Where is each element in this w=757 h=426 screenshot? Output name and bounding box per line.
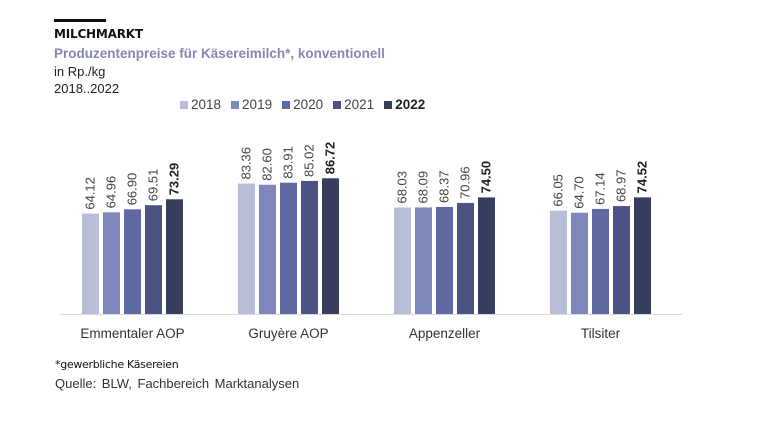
chart-title: Produzentenpreise für Käsereimilch*, kon… xyxy=(54,46,385,61)
data-label: 68.97 xyxy=(614,170,629,203)
data-label: 74.52 xyxy=(635,161,650,194)
legend: 2018 2019 2020 2021 2022 xyxy=(180,97,425,112)
bar-2018 xyxy=(394,207,411,314)
bar-2019 xyxy=(259,184,276,314)
legend-swatch xyxy=(231,100,240,109)
data-label: 64.96 xyxy=(104,176,119,209)
bar-2022 xyxy=(322,178,339,314)
data-label: 68.37 xyxy=(437,170,452,203)
data-label: 82.60 xyxy=(260,148,275,181)
bar-2020 xyxy=(592,208,609,314)
legend-label: 2022 xyxy=(395,97,426,112)
bar-2019 xyxy=(415,207,432,314)
bar-2018 xyxy=(550,210,567,314)
bar-2020 xyxy=(124,209,141,314)
legend-swatch xyxy=(333,100,342,109)
data-label: 83.91 xyxy=(281,146,296,179)
category-label: Gruyère AOP xyxy=(248,326,328,341)
legend-label: 2018 xyxy=(191,97,222,112)
bar-2019 xyxy=(571,212,588,314)
data-label: 66.90 xyxy=(125,173,140,206)
bar-2021 xyxy=(457,202,474,314)
bar-2020 xyxy=(280,182,297,314)
data-label: 64.70 xyxy=(572,176,587,209)
legend-swatch xyxy=(180,100,188,109)
legend-item-2019: 2019 xyxy=(231,97,272,112)
data-label: 66.05 xyxy=(551,174,566,207)
bar-2018 xyxy=(238,183,255,314)
legend-item-2021: 2021 xyxy=(333,97,374,112)
bar-2019 xyxy=(103,212,120,314)
bar-2020 xyxy=(436,207,453,314)
legend-item-2020: 2020 xyxy=(282,97,323,112)
bar-2022 xyxy=(478,197,495,314)
legend-item-2018: 2018 xyxy=(180,97,221,112)
bar-2021 xyxy=(301,180,318,314)
footnote: *gewerbliche Käsereien xyxy=(55,358,179,371)
category-label: Emmentaler AOP xyxy=(80,326,184,341)
legend-label: 2019 xyxy=(242,97,273,112)
header-rule xyxy=(54,19,106,22)
data-label: 68.03 xyxy=(395,171,410,204)
legend-label: 2021 xyxy=(344,97,375,112)
legend-item-2022: 2022 xyxy=(384,97,425,112)
bar-2022 xyxy=(166,199,183,314)
category-label: Tilsiter xyxy=(581,326,621,341)
source-note: Quelle: BLW, Fachbereich Marktanalysen xyxy=(55,376,300,391)
bar-2021 xyxy=(145,205,162,314)
data-label: 69.51 xyxy=(146,169,161,202)
data-label: 70.96 xyxy=(458,166,473,199)
data-label: 73.29 xyxy=(167,163,182,196)
data-label: 67.14 xyxy=(593,172,608,205)
legend-swatch xyxy=(282,100,291,109)
period-label: 2018..2022 xyxy=(54,81,120,96)
bar-2018 xyxy=(82,213,99,314)
bar-2022 xyxy=(634,197,651,314)
data-label: 85.02 xyxy=(302,144,317,177)
unit-label: in Rp./kg xyxy=(54,64,106,79)
data-label: 68.09 xyxy=(416,171,431,204)
category-label: Appenzeller xyxy=(409,326,481,341)
section-label: MILCHMARKT xyxy=(54,27,143,41)
data-label: 74.50 xyxy=(479,161,494,194)
data-label: 64.12 xyxy=(83,177,98,210)
bar-2021 xyxy=(613,206,630,314)
legend-swatch xyxy=(384,100,393,109)
data-label: 86.72 xyxy=(323,142,338,175)
data-label: 83.36 xyxy=(239,147,254,180)
legend-label: 2020 xyxy=(293,97,324,112)
